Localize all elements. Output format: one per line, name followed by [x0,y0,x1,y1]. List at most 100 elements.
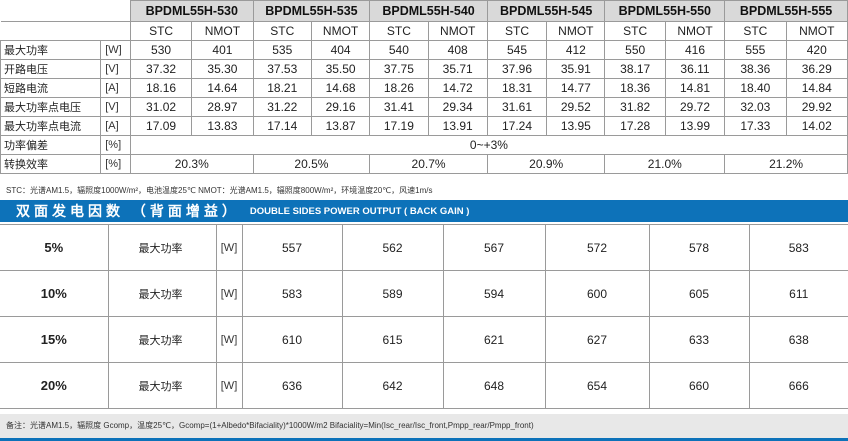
spec-value: 14.81 [664,78,726,98]
model-header: BPDML55H-555 [724,0,848,22]
back-gain-percent: 15% [0,316,109,363]
spec-value: 38.36 [724,59,787,79]
param-label: 短路电流 [0,78,102,98]
spec-value: 17.33 [724,116,787,136]
bifacial-power-value: 642 [341,362,444,409]
spec-row: 最大功率点电压 [V] 31.02 28.97 31.22 29.16 31.41 29.34… [0,97,848,117]
bifacial-power-value: 654 [544,362,650,409]
spec-value: 35.91 [546,59,606,79]
spec-value: 18.26 [369,78,429,98]
spec-value: 416 [664,40,726,60]
bifacial-power-value: 572 [544,224,650,271]
bifacial-power-value: 557 [241,224,343,271]
spec-value: 29.16 [310,97,371,117]
param-label: 最大功率 [107,270,217,317]
model-header: BPDML55H-535 [252,0,371,22]
model-header: BPDML55H-550 [604,0,726,22]
bifacial-power-value: 638 [748,316,848,363]
spec-value: 14.84 [785,78,848,98]
spec-value: 29.52 [546,97,606,117]
stc-header: STC [252,21,312,41]
param-label: 转换效率 [0,154,102,174]
bifacial-power-value: 567 [442,224,546,271]
bifacial-power-value: 605 [648,270,750,317]
bifacial-power-value: 621 [442,316,546,363]
efficiency-value: 21.0% [604,154,726,174]
spec-value: 555 [724,40,787,60]
spec-value: 404 [310,40,371,60]
banner-title-cn: 双面发电因数 （背面增益） [16,203,240,219]
model-header-row: BPDML55H-530 BPDML55H-535 BPDML55H-540 B… [0,0,848,22]
spec-value: 14.02 [785,116,848,136]
bifacial-power-value: 589 [341,270,444,317]
bifacial-power-value: 627 [544,316,650,363]
spec-value: 545 [486,40,548,60]
efficiency-value: 21.2% [724,154,848,174]
param-label: 最大功率点电压 [0,97,102,117]
model-header: BPDML55H-540 [369,0,488,22]
efficiency-row: 转换效率 [%] 20.3% 20.5% 20.7% 20.9% 21.0% 2… [0,154,848,174]
spec-value: 18.16 [129,78,193,98]
nmot-header: NMOT [785,21,848,41]
param-label: 最大功率 [107,362,217,409]
bifacial-row: 10% 最大功率 [W] 583 589 594 600 605 611 [0,270,848,317]
param-unit: [W] [100,40,131,60]
spec-value: 37.53 [252,59,312,79]
spec-value: 18.36 [604,78,666,98]
spec-value: 31.41 [369,97,429,117]
bifacial-power-value: 636 [241,362,343,409]
param-unit: [W] [215,270,243,317]
footnote: 备注：光谱AM1.5，辐照度 Gcomp，温度25℃，Gcomp=(1+Albe… [0,414,848,438]
nmot-header: NMOT [546,21,606,41]
param-unit: [%] [100,154,131,174]
bifacial-power-value: 600 [544,270,650,317]
spec-value: 420 [785,40,848,60]
spec-value: 13.83 [191,116,254,136]
spec-value: 14.68 [310,78,371,98]
spec-value: 14.72 [427,78,488,98]
banner-title-en: DOUBLE SIDES POWER OUTPUT ( BACK GAIN ) [249,205,470,217]
bifacial-power-value: 610 [241,316,343,363]
bifacial-power-value: 615 [341,316,444,363]
param-label: 最大功率 [107,316,217,363]
spec-value: 14.77 [546,78,606,98]
bifacial-power-value: 583 [241,270,343,317]
spec-value: 540 [369,40,429,60]
spec-value: 29.72 [664,97,726,117]
spec-value: 408 [427,40,488,60]
spec-value: 18.40 [724,78,787,98]
bifacial-row: 15% 最大功率 [W] 610 615 621 627 633 638 [0,316,848,363]
spec-row: 最大功率点电流 [A] 17.09 13.83 17.14 13.87 17.19 13.91… [0,116,848,136]
param-label: 功率偏差 [0,135,102,155]
spec-row: 短路电流 [A] 18.16 14.64 18.21 14.68 18.26 14.72 18.… [0,78,848,98]
bifacial-power-value: 648 [442,362,546,409]
bifacial-power-value: 633 [648,316,750,363]
bifacial-power-value: 611 [748,270,848,317]
nmot-header: NMOT [664,21,726,41]
bifacial-power-value: 594 [442,270,546,317]
stc-header: STC [129,21,193,41]
spec-value: 535 [252,40,312,60]
spec-value: 29.92 [785,97,848,117]
spec-value: 37.96 [486,59,548,79]
spec-value: 412 [546,40,606,60]
back-gain-percent: 5% [0,224,109,271]
efficiency-value: 20.7% [369,154,488,174]
nmot-header: NMOT [191,21,254,41]
spec-value: 14.64 [191,78,254,98]
bifacial-power-value: 578 [648,224,750,271]
nmot-header: NMOT [310,21,371,41]
spec-value: 13.91 [427,116,488,136]
model-header: BPDML55H-530 [129,0,254,22]
bifacial-power-value: 666 [748,362,848,409]
stc-header: STC [724,21,787,41]
param-unit: [W] [215,362,243,409]
bifacial-row: 20% 最大功率 [W] 636 642 648 654 660 666 [0,362,848,409]
spec-value: 550 [604,40,666,60]
spec-value: 29.34 [427,97,488,117]
back-gain-banner: 双面发电因数 （背面增益） DOUBLE SIDES POWER OUTPUT … [0,200,848,222]
spec-value: 28.97 [191,97,254,117]
param-unit: [V] [100,59,131,79]
param-unit: [A] [100,78,131,98]
